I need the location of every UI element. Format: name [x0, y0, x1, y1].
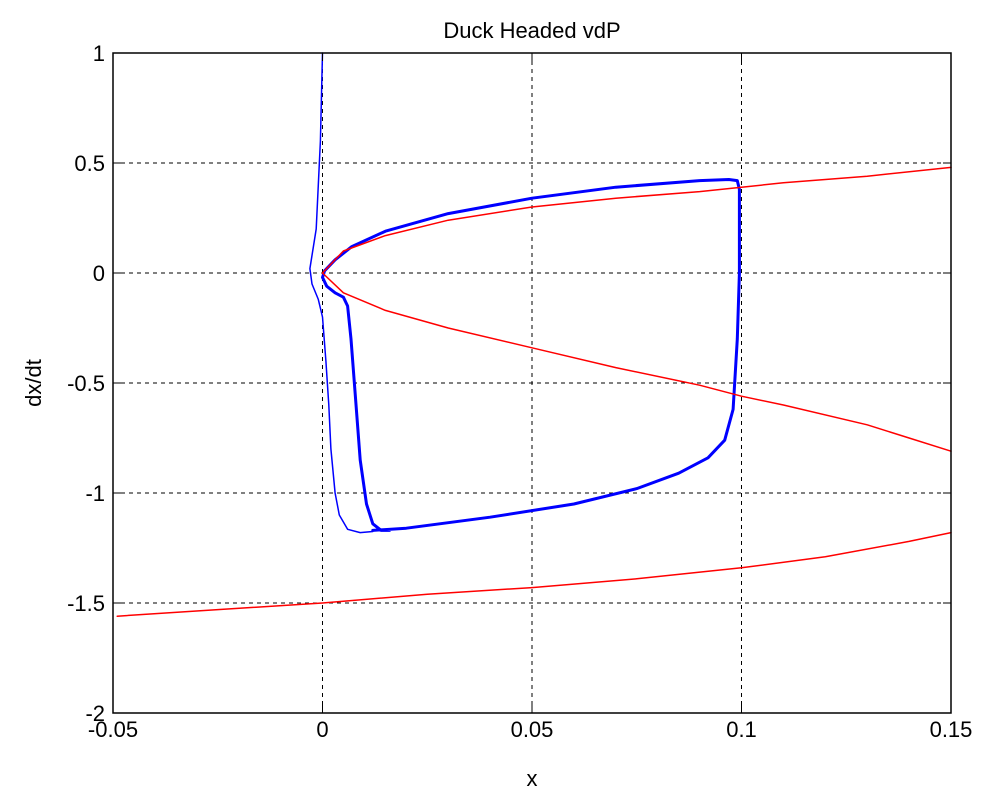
chart-title: Duck Headed vdP: [443, 18, 620, 43]
tick-marks: [112, 52, 952, 714]
x-tick-label: 0.05: [511, 717, 554, 742]
tick-labels: -0.05 0 0.05 0.1 0.15 -2 -1.5 -1 -0.5 0 0.5 1: [67, 41, 972, 742]
series-line-1: [309, 52, 374, 534]
y-tick-label: -1.5: [67, 591, 105, 616]
y-tick-label: -1: [85, 481, 105, 506]
x-tick-label: 0: [316, 717, 328, 742]
grid-lines: [113, 53, 951, 713]
y-tick-label: 0: [93, 261, 105, 286]
x-tick-label: 0.15: [930, 717, 973, 742]
y-tick-label: -2: [85, 701, 105, 726]
series-line-3: [321, 166, 952, 274]
series-line-4: [321, 272, 952, 452]
x-tick-label: -0.05: [88, 717, 138, 742]
y-axis-label: dx/dt: [21, 359, 46, 407]
y-tick-label: 1: [93, 41, 105, 66]
x-tick-label: 0.1: [726, 717, 757, 742]
y-tick-label: -0.5: [67, 371, 105, 396]
series-lines: [116, 52, 952, 617]
y-tick-label: 0.5: [74, 151, 105, 176]
x-axis-label: x: [527, 766, 538, 791]
series-line-2: [321, 178, 741, 532]
series-line-5: [116, 531, 952, 617]
